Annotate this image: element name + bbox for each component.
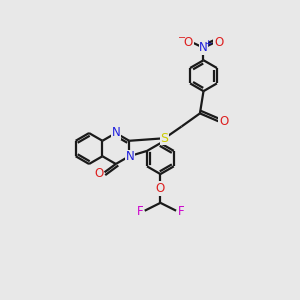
Text: O: O [214, 36, 223, 49]
Text: N: N [112, 126, 121, 139]
Text: −: − [178, 33, 187, 43]
Text: F: F [178, 206, 184, 218]
Text: F: F [137, 206, 143, 218]
Text: O: O [94, 167, 104, 180]
Text: O: O [219, 115, 228, 128]
Text: +: + [204, 38, 211, 47]
Text: O: O [184, 36, 193, 49]
Text: N: N [125, 150, 134, 163]
Text: S: S [160, 132, 169, 145]
Text: O: O [156, 182, 165, 195]
Text: N: N [199, 41, 208, 54]
